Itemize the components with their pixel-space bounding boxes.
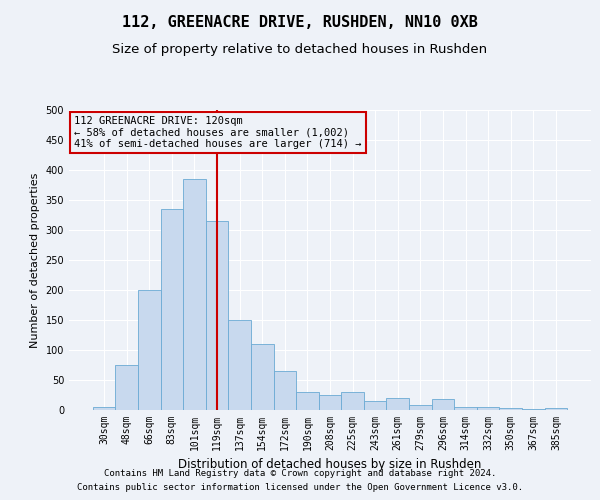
Bar xyxy=(296,392,319,410)
Bar xyxy=(115,365,138,410)
Y-axis label: Number of detached properties: Number of detached properties xyxy=(30,172,40,348)
Text: Contains public sector information licensed under the Open Government Licence v3: Contains public sector information licen… xyxy=(77,484,523,492)
Bar xyxy=(477,407,499,410)
Text: Size of property relative to detached houses in Rushden: Size of property relative to detached ho… xyxy=(112,42,488,56)
Bar xyxy=(161,209,183,410)
Bar xyxy=(319,395,341,410)
Bar xyxy=(409,405,431,410)
Bar xyxy=(138,290,161,410)
Bar xyxy=(341,392,364,410)
X-axis label: Distribution of detached houses by size in Rushden: Distribution of detached houses by size … xyxy=(178,458,482,471)
Text: 112, GREENACRE DRIVE, RUSHDEN, NN10 0XB: 112, GREENACRE DRIVE, RUSHDEN, NN10 0XB xyxy=(122,15,478,30)
Bar xyxy=(454,407,477,410)
Bar xyxy=(545,408,567,410)
Bar xyxy=(93,407,115,410)
Bar xyxy=(431,399,454,410)
Bar xyxy=(274,371,296,410)
Bar xyxy=(206,221,229,410)
Bar xyxy=(386,398,409,410)
Bar xyxy=(229,320,251,410)
Bar xyxy=(364,401,386,410)
Bar xyxy=(183,179,206,410)
Text: Contains HM Land Registry data © Crown copyright and database right 2024.: Contains HM Land Registry data © Crown c… xyxy=(104,468,496,477)
Bar xyxy=(251,344,274,410)
Bar xyxy=(499,408,522,410)
Text: 112 GREENACRE DRIVE: 120sqm
← 58% of detached houses are smaller (1,002)
41% of : 112 GREENACRE DRIVE: 120sqm ← 58% of det… xyxy=(74,116,362,149)
